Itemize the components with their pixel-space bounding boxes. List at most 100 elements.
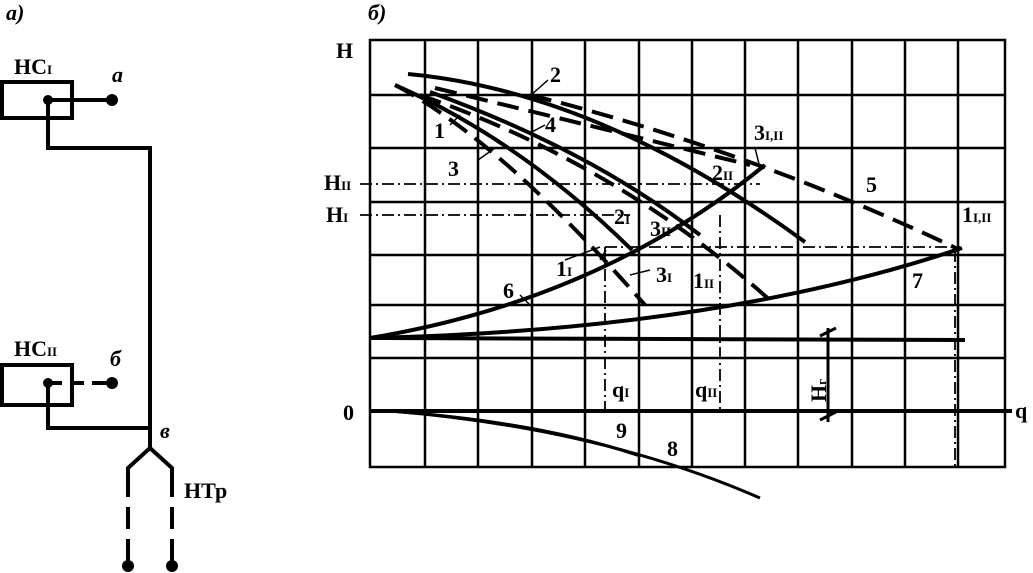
- pump-label: НСI: [14, 54, 52, 79]
- curve-number: 9: [616, 418, 627, 443]
- curve-label: 7: [912, 268, 923, 293]
- curve-label: 5: [866, 172, 877, 197]
- curve-sub: I: [567, 264, 572, 279]
- pump-label: НСII: [14, 336, 57, 361]
- curve-label: 8: [667, 436, 678, 461]
- point-label: в: [160, 418, 170, 443]
- static-head-label: Hг: [806, 379, 831, 402]
- pipe: [126, 428, 152, 475]
- head-sub: II: [341, 178, 351, 193]
- curve-number: 2: [614, 204, 625, 229]
- pump-sub: II: [47, 344, 57, 359]
- axis-label: q: [1015, 398, 1028, 423]
- curve: [389, 409, 761, 500]
- head-name: H: [324, 170, 341, 195]
- curve-label: 9: [616, 418, 627, 443]
- panel-a: а) НСI а НСII б в НТр: [0, 0, 227, 572]
- curve-number: 3: [448, 156, 459, 181]
- curve-number: 1: [693, 268, 704, 293]
- grid-frame: [368, 38, 1007, 469]
- curve-label: 3I,II: [754, 120, 783, 145]
- curve-sub: II: [723, 168, 733, 183]
- node: [122, 560, 134, 572]
- pipe: [46, 383, 150, 430]
- panel-b: б) H q 0 HII HI qI qII Hг: [324, 0, 1028, 500]
- curve-number: 5: [866, 172, 877, 197]
- node: [166, 560, 178, 572]
- axis-label: H: [336, 38, 353, 63]
- origin-label: 0: [343, 400, 354, 425]
- curve-label: 2II: [712, 160, 733, 185]
- curve-sub: I: [667, 270, 672, 285]
- curve: [394, 83, 647, 307]
- point-label: б: [110, 346, 122, 371]
- grid-lines: [370, 40, 1005, 467]
- curve-label: 1I: [556, 256, 572, 281]
- pump-name: НС: [14, 54, 47, 79]
- panel-label: б): [368, 0, 386, 25]
- curve-label: 1I,II: [962, 202, 991, 227]
- grid: [368, 38, 1012, 469]
- curve: [369, 163, 767, 340]
- flow-name: q: [695, 377, 708, 402]
- curve-label: 2: [550, 62, 561, 87]
- curve: [529, 93, 961, 252]
- curve-number: 2: [550, 62, 561, 87]
- curve-number: 3: [650, 216, 661, 241]
- curve-sub: II: [704, 276, 714, 291]
- curve: [434, 86, 751, 167]
- curve: [389, 409, 641, 458]
- curve-label: 1II: [693, 268, 714, 293]
- pump-sub: I: [47, 62, 52, 77]
- curve-label: 3II: [650, 216, 671, 241]
- curve-sub: II: [661, 224, 671, 239]
- curve-number: 6: [503, 278, 514, 303]
- curve: [394, 83, 634, 252]
- pump-name: НС: [14, 336, 47, 361]
- head-label: HII: [324, 170, 351, 195]
- curve-number: 7: [912, 268, 923, 293]
- curve-number: 8: [667, 436, 678, 461]
- leader: [449, 79, 761, 306]
- network-label: НТр: [184, 478, 227, 503]
- curve-number: 3: [754, 120, 765, 145]
- static-head-name: H: [806, 385, 831, 402]
- curve-label: 1: [434, 118, 445, 143]
- node: [106, 377, 118, 389]
- curve: [419, 93, 774, 304]
- static-head-sub: г: [814, 379, 829, 385]
- head-sub: I: [343, 210, 348, 225]
- curve-number: 2: [712, 160, 723, 185]
- pipe: [46, 100, 152, 428]
- curve: [429, 90, 702, 237]
- curve-number: 1: [556, 256, 567, 281]
- curve-number: 3: [656, 262, 667, 287]
- head-label: HI: [326, 202, 348, 227]
- curve-number: 1: [434, 118, 445, 143]
- curve: [407, 72, 807, 244]
- curve-label: 3I: [656, 262, 672, 287]
- static-head-line: [369, 336, 966, 342]
- flow-sub: I: [624, 385, 629, 400]
- curve-sub: I: [625, 212, 630, 227]
- flow-name: q: [612, 377, 625, 402]
- head-name: H: [326, 202, 343, 227]
- point-label: а: [112, 62, 123, 87]
- flow-label: qI: [612, 377, 629, 402]
- curve-label: 4: [545, 112, 556, 137]
- pipe: [148, 446, 174, 475]
- curve-sub: I,II: [765, 128, 783, 143]
- panel-label: а): [6, 0, 24, 25]
- curve-label: 3: [448, 156, 459, 181]
- curve-label: 6: [503, 278, 514, 303]
- curve-sub: I,II: [973, 210, 991, 225]
- node: [106, 94, 118, 106]
- flow-sub: II: [707, 385, 717, 400]
- curve-number: 1: [962, 202, 973, 227]
- curve-number: 4: [545, 112, 556, 137]
- static-head-marker: [819, 326, 837, 422]
- curve-label: 2I: [614, 204, 630, 229]
- flow-label: qII: [695, 377, 717, 402]
- curve: [369, 246, 963, 340]
